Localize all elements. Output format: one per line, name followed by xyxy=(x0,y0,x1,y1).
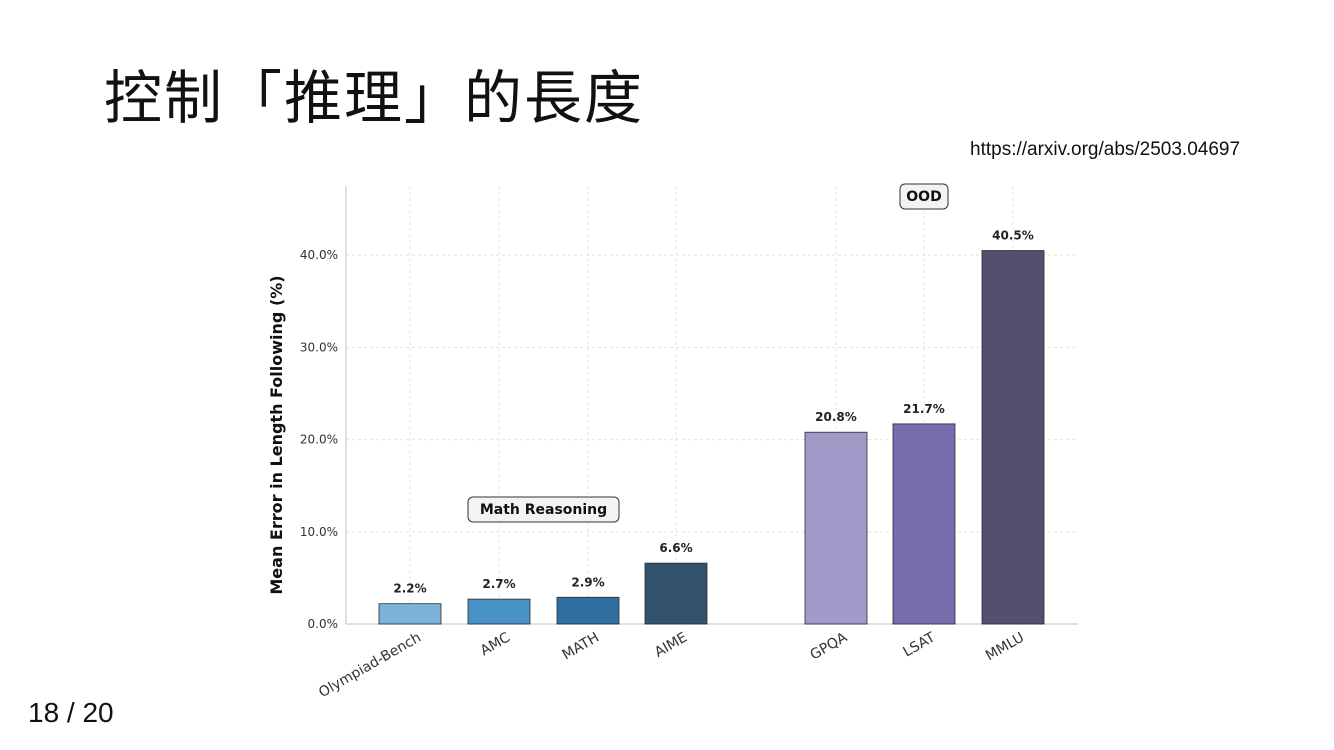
bar xyxy=(378,603,442,625)
y-tick-label: 10.0% xyxy=(300,525,338,539)
x-category-label: GPQA xyxy=(807,629,850,663)
bar-value-label: 6.6% xyxy=(659,541,692,555)
bar xyxy=(556,596,620,625)
group-label: OOD xyxy=(906,189,941,205)
y-tick-label: 0.0% xyxy=(308,617,339,631)
bar-value-label: 40.5% xyxy=(992,229,1034,243)
y-axis-title: Mean Error in Length Following (%) xyxy=(267,275,286,594)
y-tick-label: 40.0% xyxy=(300,248,338,262)
x-category-label: AMC xyxy=(478,629,513,659)
bar-value-label: 2.2% xyxy=(393,582,426,596)
bar xyxy=(892,423,956,625)
x-category-label: Olympiad-Bench xyxy=(316,630,424,702)
bar-value-label: 2.7% xyxy=(482,577,515,591)
x-category-label: AIME xyxy=(652,630,690,661)
source-link[interactable]: https://arxiv.org/abs/2503.04697 xyxy=(970,139,1241,160)
bar-value-label: 21.7% xyxy=(903,402,945,416)
y-tick-label: 30.0% xyxy=(300,340,338,354)
bar xyxy=(644,562,708,625)
x-category-label: LSAT xyxy=(901,629,939,660)
bar-value-label: 20.8% xyxy=(815,410,857,424)
group-label-box xyxy=(899,183,949,210)
y-tick-label: 20.0% xyxy=(300,433,338,447)
group-label: Math Reasoning xyxy=(480,502,607,518)
page-number: 18 / 20 xyxy=(28,697,114,728)
x-category-label: MMLU xyxy=(983,630,1027,665)
bar xyxy=(804,431,868,625)
bar-value-label: 2.9% xyxy=(571,575,604,589)
slide-title: 控制「推理」的長度 xyxy=(104,64,645,132)
bar xyxy=(467,598,531,625)
bar xyxy=(981,250,1045,625)
x-category-label: MATH xyxy=(560,630,602,664)
group-label-box xyxy=(467,496,620,523)
